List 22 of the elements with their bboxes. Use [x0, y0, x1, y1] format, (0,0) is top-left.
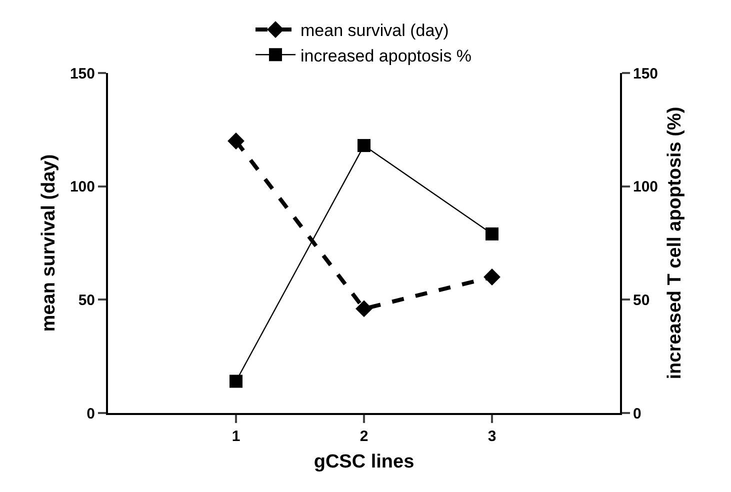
y2-axis-title: increased T cell apoptosis (%): [664, 106, 686, 380]
legend-label: mean survival (day): [300, 21, 449, 40]
x-tick-label: 3: [488, 428, 496, 445]
y-tick-label: 150: [70, 65, 95, 82]
point: [484, 268, 500, 286]
y2-tick-label: 0: [633, 405, 642, 422]
y-axis-title: mean survival (day): [38, 154, 60, 332]
y2-tick-label: 100: [633, 178, 658, 196]
y-tick-label: 0: [86, 405, 95, 422]
point: [230, 374, 242, 388]
x-tick-label: 1: [232, 428, 240, 445]
y-tick-label: 100: [70, 178, 95, 196]
point: [486, 227, 498, 240]
x-tick-label: 2: [360, 428, 368, 445]
y2-tick-label: 50: [633, 292, 650, 309]
point: [228, 132, 244, 150]
point: [356, 300, 372, 318]
point: [358, 139, 370, 152]
x-axis-title: gCSC lines: [314, 451, 414, 472]
y2-tick-label: 150: [633, 65, 658, 82]
y-tick-label: 50: [78, 292, 95, 309]
legend-label: increased apoptosis %: [300, 46, 472, 66]
